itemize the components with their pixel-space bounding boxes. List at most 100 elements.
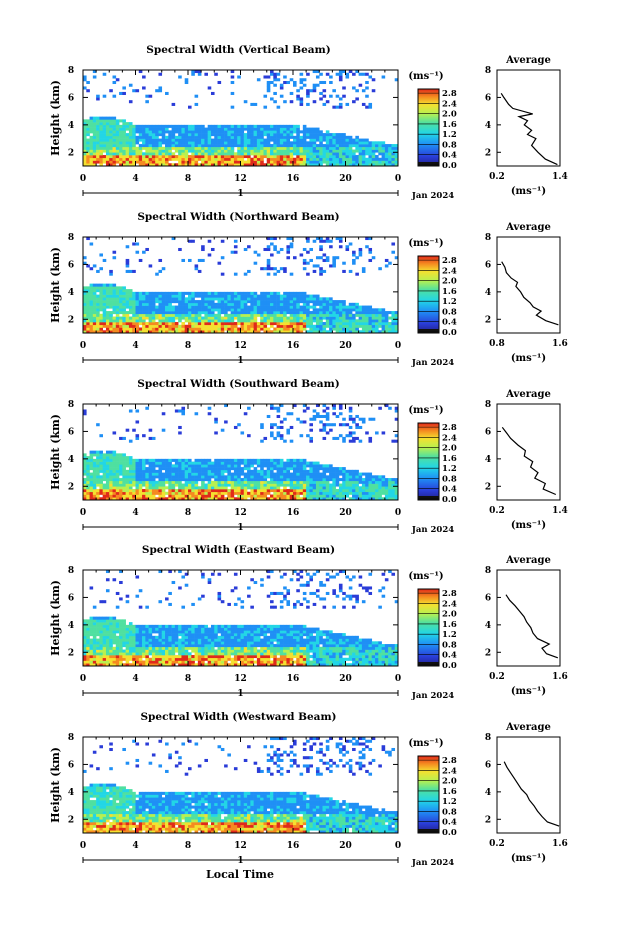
heatmap-cell xyxy=(92,305,97,309)
heatmap-cell xyxy=(312,464,317,468)
heatmap-cell xyxy=(394,494,399,498)
heatmap-cell xyxy=(89,124,94,128)
heatmap-cell xyxy=(194,267,199,271)
heatmap-cell xyxy=(174,322,179,326)
heatmap-cell xyxy=(224,467,228,471)
heatmap-cell xyxy=(279,160,284,164)
heatmap-cell xyxy=(89,641,94,645)
heatmap-cell xyxy=(168,491,172,495)
heatmap-cell xyxy=(325,319,330,323)
heatmap-cell xyxy=(174,127,179,131)
heatmap-cell xyxy=(178,146,182,150)
heatmap-cell xyxy=(247,311,251,315)
heatmap-cell xyxy=(155,491,159,495)
heatmap-cell xyxy=(135,491,140,495)
heatmap-cell xyxy=(286,138,291,142)
colorbar-tick-label: 0.4 xyxy=(442,485,457,495)
heatmap-cell xyxy=(174,130,179,134)
heatmap-cell xyxy=(207,467,212,471)
heatmap-cell xyxy=(260,163,264,167)
heatmap-cell xyxy=(355,272,359,276)
heatmap-cell xyxy=(83,456,87,460)
profile-title: Average xyxy=(505,55,551,66)
heatmap-cell xyxy=(122,152,126,156)
heatmap-cell xyxy=(132,135,136,139)
heatmap-cell xyxy=(96,456,100,460)
heatmap-cell xyxy=(96,641,100,645)
heatmap-cell xyxy=(119,157,123,161)
heatmap-cell xyxy=(299,146,304,150)
heatmap-cell xyxy=(119,160,123,164)
heatmap-cell xyxy=(233,425,238,429)
heatmap-cell xyxy=(151,458,156,462)
y-tick-label: 4 xyxy=(68,121,74,131)
heatmap-cell xyxy=(194,124,199,128)
heatmap-cell xyxy=(256,124,261,128)
heatmap-cell xyxy=(243,291,248,295)
heatmap-cell xyxy=(184,316,189,320)
heatmap-cell xyxy=(207,86,212,90)
heatmap-cell xyxy=(361,269,366,273)
heatmap-cell xyxy=(207,491,212,495)
heatmap-cell xyxy=(181,258,186,262)
heatmap-cell xyxy=(204,458,208,462)
heatmap-cell xyxy=(217,80,222,85)
heatmap-cell xyxy=(191,464,195,468)
heatmap-cell xyxy=(329,80,333,85)
heatmap-cell xyxy=(138,124,143,128)
heatmap-cell xyxy=(109,627,113,631)
heatmap-cell xyxy=(381,330,386,334)
heatmap-cell xyxy=(142,483,146,487)
heatmap-cell xyxy=(371,144,376,148)
heatmap-cell xyxy=(276,316,281,320)
heatmap-cell xyxy=(132,124,136,128)
heatmap-cell xyxy=(253,330,258,334)
heatmap-cell xyxy=(92,302,97,306)
heatmap-cell xyxy=(115,467,120,471)
heatmap-cell xyxy=(135,305,140,309)
heatmap-cell xyxy=(299,141,304,145)
heatmap-cell xyxy=(148,324,153,328)
heatmap-cell xyxy=(260,483,264,487)
heatmap-cell xyxy=(266,258,271,262)
heatmap-cell xyxy=(115,486,120,490)
heatmap-cell xyxy=(148,144,153,148)
heatmap-cell xyxy=(96,324,100,328)
heatmap-cell xyxy=(217,472,222,476)
heatmap-cell xyxy=(148,316,153,320)
heatmap-cell xyxy=(329,239,333,243)
heatmap-cell xyxy=(210,311,215,315)
heatmap-cell xyxy=(276,330,281,334)
heatmap-cell xyxy=(240,489,245,493)
panel-1: Spectral Width (Vertical Beam)0 4 8 12 16 20 0… xyxy=(49,44,568,201)
heatmap-cell xyxy=(306,152,310,156)
heatmap-cell xyxy=(83,144,87,148)
heatmap-cell xyxy=(256,475,261,479)
heatmap-cell xyxy=(233,245,238,249)
heatmap-cell xyxy=(155,322,159,326)
heatmap-cell xyxy=(204,146,208,150)
heatmap-cell xyxy=(145,489,149,493)
heatmap-cell xyxy=(142,305,146,309)
heatmap-cell xyxy=(335,497,340,501)
heatmap-cell xyxy=(371,491,376,495)
heatmap-cell xyxy=(96,649,100,653)
heatmap-cell xyxy=(329,491,333,495)
heatmap-cell xyxy=(322,302,327,306)
heatmap-cell xyxy=(145,294,149,298)
heatmap-cell xyxy=(92,486,97,490)
heatmap-cell xyxy=(142,133,146,137)
heatmap-cell xyxy=(217,494,222,498)
heatmap-cell xyxy=(361,324,366,328)
heatmap-cell xyxy=(338,478,343,482)
heatmap-cell xyxy=(115,289,120,293)
heatmap-cell xyxy=(194,300,199,304)
heatmap-cell xyxy=(174,467,179,471)
heatmap-cell xyxy=(201,300,205,304)
heatmap-cell xyxy=(227,160,231,164)
heatmap-cell xyxy=(342,133,346,137)
heatmap-cell xyxy=(112,489,117,493)
heatmap-cell xyxy=(358,417,363,421)
heatmap-cell xyxy=(352,149,356,153)
heatmap-cell xyxy=(309,469,313,473)
